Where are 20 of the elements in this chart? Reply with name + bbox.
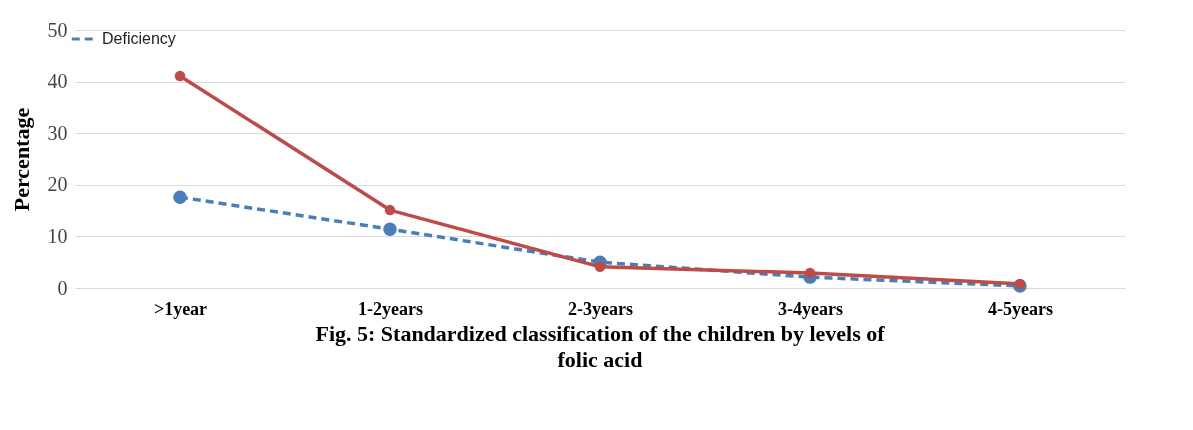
y-axis-title: Percentage <box>8 107 34 212</box>
point <box>383 222 397 236</box>
point <box>384 204 396 216</box>
point <box>594 261 606 273</box>
x-tick-label: >1year <box>153 298 208 319</box>
y-tick-label: 10 <box>47 224 68 247</box>
x-tick-label: 3-4years <box>778 298 843 319</box>
point <box>804 267 816 279</box>
point <box>174 70 186 82</box>
y-tick-label: 30 <box>47 121 68 144</box>
x-tick-label: 1-2years <box>358 298 423 319</box>
y-tick-label: 50 <box>47 18 68 41</box>
text: Fig. 5: Standardized classification of the children by levels of folic acid <box>315 321 886 372</box>
y-tick-label: 20 <box>47 173 68 196</box>
point <box>173 190 187 204</box>
y-tick-label: 40 <box>47 70 68 93</box>
x-tick-label: 2-3years <box>568 298 633 319</box>
x-tick-label: 4-5years <box>988 298 1053 319</box>
legend-label: Deficiency <box>102 30 176 47</box>
y-tick-label: 0 <box>57 276 68 299</box>
